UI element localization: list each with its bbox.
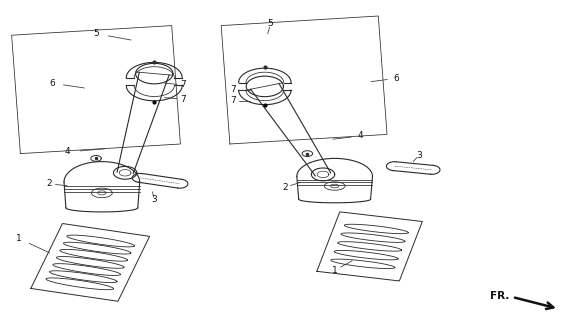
- Text: 2: 2: [47, 180, 52, 188]
- Text: 5: 5: [93, 29, 99, 38]
- Text: 6: 6: [393, 74, 399, 83]
- Text: 2: 2: [282, 183, 288, 192]
- Text: FR.: FR.: [490, 291, 509, 301]
- Text: 7: 7: [230, 96, 236, 105]
- Text: 7: 7: [180, 80, 186, 89]
- Text: 4: 4: [358, 132, 364, 140]
- Text: 6: 6: [49, 79, 55, 88]
- Text: 7: 7: [180, 95, 186, 104]
- Text: 1: 1: [16, 234, 22, 243]
- Text: 4: 4: [64, 148, 70, 156]
- Text: 3: 3: [416, 151, 422, 160]
- Text: 5: 5: [268, 20, 274, 28]
- Text: 7: 7: [230, 85, 236, 94]
- Text: 3: 3: [151, 196, 157, 204]
- Text: 1: 1: [332, 266, 338, 275]
